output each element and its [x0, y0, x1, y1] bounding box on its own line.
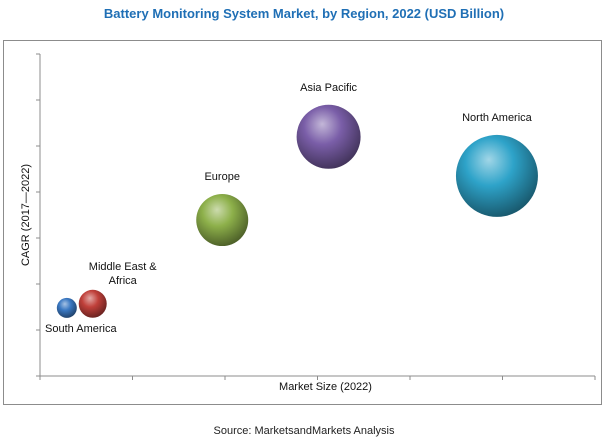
- bubble-asia-pacific: [296, 104, 361, 169]
- y-axis-label: CAGR (2017—2022): [20, 164, 32, 266]
- bubble-label: Asia Pacific: [300, 82, 357, 94]
- x-axis-label: Market Size (2022): [279, 381, 372, 393]
- chart-title: Battery Monitoring System Market, by Reg…: [103, 6, 505, 21]
- bubble-label-line: South America: [45, 323, 117, 335]
- bubble-label-line: Europe: [204, 171, 239, 183]
- bubble-label: South America: [45, 323, 117, 335]
- bubble-europe: [196, 194, 249, 247]
- axes: [36, 53, 596, 380]
- bubble-labels: South America Middle East & Africa Europe As…: [45, 82, 533, 335]
- bubble-label-line: Asia Pacific: [300, 82, 357, 94]
- bubble-north-america: [455, 134, 538, 217]
- bubble-label: North America: [462, 112, 533, 124]
- bubble-label-line: Middle East &: [89, 261, 158, 273]
- bubble-label-line: Africa: [109, 275, 138, 287]
- chart-frame: [3, 40, 602, 405]
- bubble-label: Middle East & Africa: [89, 261, 158, 287]
- bubble-label: Europe: [204, 171, 239, 183]
- source-note: Source: MarketsandMarkets Analysis: [213, 425, 395, 437]
- bubble-label-line: North America: [462, 112, 533, 124]
- bubbles: [56, 104, 538, 318]
- bubble-south-america: [56, 297, 77, 318]
- bubble-middle-east-africa: [78, 289, 107, 318]
